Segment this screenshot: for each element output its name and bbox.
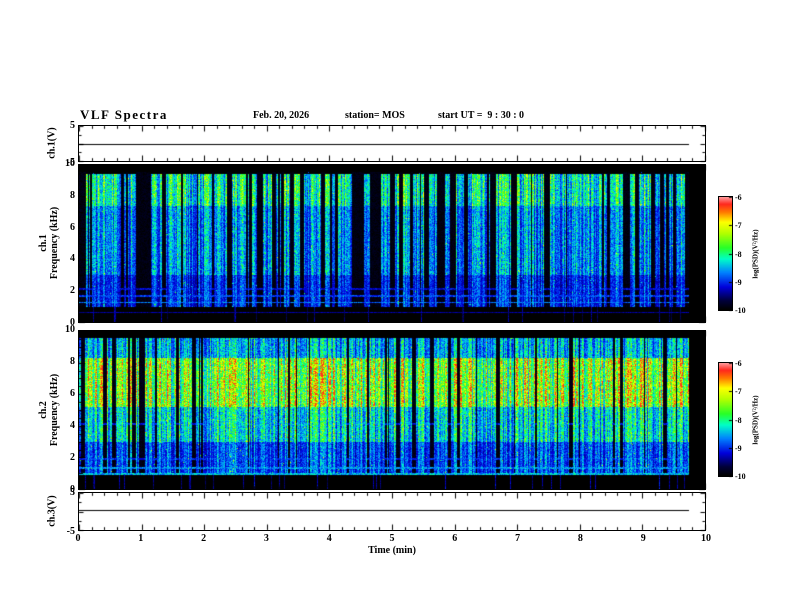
ch2-label-line1: ch.2 — [38, 401, 49, 419]
x-tick-label: 8 — [577, 533, 583, 544]
x-tick-label: 5 — [389, 533, 395, 544]
figure-title: VLF Spectra — [80, 107, 168, 122]
time-axis-title: Time (min) — [368, 545, 416, 556]
freq-tick-label: 4 — [70, 420, 75, 431]
freq-tick-label: 6 — [70, 388, 75, 399]
header-date: Feb. 20, 2026 — [253, 110, 310, 121]
colorbar-tick-label: -10 — [735, 472, 746, 481]
ch2-label-line2: Frequency (kHz) — [49, 373, 60, 447]
freq-tick-label: 2 — [70, 452, 75, 463]
freq-tick-label: 4 — [70, 253, 75, 264]
colorbar-tick-label: -6 — [735, 193, 742, 202]
freq-tick-label: 6 — [70, 222, 75, 233]
ch3-voltage-axis-label: ch.3(V) — [47, 495, 58, 526]
colorbar2-units-label: log(PSD)(V²/Hz) — [751, 395, 760, 445]
volt-tick-label: 5 — [70, 487, 75, 498]
x-tick-label: 1 — [138, 533, 144, 544]
header-station: station= MOS — [345, 110, 405, 121]
volt-tick-label: -5 — [66, 157, 75, 168]
ch1-label-line1: ch.1 — [38, 234, 49, 252]
ch1-voltage-canvas — [79, 126, 705, 161]
colorbar-tick-label: -10 — [735, 306, 746, 315]
colorbar-tick-label: -9 — [735, 278, 742, 287]
x-tick-label: 0 — [75, 533, 81, 544]
volt-tick-label: 5 — [70, 120, 75, 131]
colorbar-tick-label: -9 — [735, 444, 742, 453]
x-tick-label: 3 — [263, 533, 269, 544]
ch1-label-line2: Frequency (kHz) — [49, 206, 60, 280]
x-tick-label: 2 — [201, 533, 207, 544]
x-tick-label: 6 — [452, 533, 458, 544]
colorbar-tick-label: -6 — [735, 359, 742, 368]
ch1-colorbar — [718, 196, 733, 311]
freq-tick-label: 2 — [70, 285, 75, 296]
volt-tick-label: -5 — [66, 526, 75, 537]
colorbar-tick-label: -7 — [735, 387, 742, 396]
ch1-frequency-axis-label: ch.1 Frequency (kHz) — [38, 207, 60, 279]
freq-tick-label: 8 — [70, 190, 75, 201]
ch3-voltage-axis-label-text: ch.3(V) — [46, 495, 58, 527]
colorbar-tick-label: -8 — [735, 250, 742, 259]
x-tick-label: 9 — [640, 533, 646, 544]
ch1-spectrogram-canvas — [79, 165, 705, 322]
freq-tick-label: 10 — [65, 324, 75, 335]
ch3-voltage-canvas — [79, 493, 705, 530]
x-tick-label: 4 — [326, 533, 332, 544]
header-start-ut: start UT = 9 : 30 : 0 — [438, 110, 525, 121]
freq-tick-label: 8 — [70, 356, 75, 367]
ch2-frequency-axis-label: ch.2 Frequency (kHz) — [38, 374, 60, 446]
ch1-spectrogram-panel — [78, 164, 706, 323]
colorbar-tick-label: -8 — [735, 416, 742, 425]
x-tick-label: 10 — [701, 533, 711, 544]
colorbar1-units-label: log(PSD)(V²/Hz) — [751, 229, 760, 279]
ch3-voltage-panel — [78, 492, 706, 531]
ch2-spectrogram-canvas — [79, 331, 705, 489]
ch1-voltage-axis-label: ch.1(V) — [47, 127, 58, 158]
x-tick-label: 7 — [515, 533, 521, 544]
ch1-voltage-panel — [78, 125, 706, 162]
ch2-colorbar — [718, 362, 733, 477]
ch2-spectrogram-panel — [78, 330, 706, 490]
ch1-voltage-axis-label-text: ch.1(V) — [46, 127, 58, 159]
colorbar-tick-label: -7 — [735, 221, 742, 230]
